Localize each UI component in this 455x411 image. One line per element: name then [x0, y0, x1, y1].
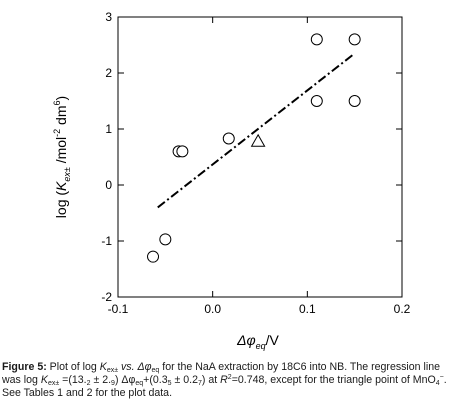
x-tick-label: -0.1: [108, 302, 129, 316]
x-tick-label: 0.0: [204, 302, 221, 316]
regression-line: [157, 52, 356, 209]
circle-point: [348, 33, 361, 46]
y-tick-label: 2: [105, 66, 112, 80]
circle-point: [147, 250, 160, 263]
circle-point: [310, 95, 323, 107]
triangle-point: [250, 133, 266, 147]
circle-point: [348, 95, 361, 107]
circle-point: [159, 233, 172, 246]
y-tick-label: 3: [105, 10, 112, 24]
y-tick-label: 0: [105, 178, 112, 192]
y-tick-label: 1: [105, 122, 112, 136]
scatter-chart: -0.1 0.0 0.1 0.2 -2 -1 0 1 2 3 Δφeq/V log (Kex± /…: [52, 10, 411, 351]
x-axis-label: Δφeq/V: [236, 332, 279, 351]
y-tick-label: -2: [101, 290, 112, 304]
axis-ticks: [117, 16, 403, 298]
y-axis-label: log (Kex± /mol-2 dm6): [52, 96, 72, 218]
y-tick-label: -1: [101, 234, 112, 248]
plot-frame: [117, 16, 403, 298]
data-points: [147, 33, 361, 263]
x-tick-label: 0.1: [299, 302, 316, 316]
x-tick-label: 0.2: [394, 302, 411, 316]
circle-point: [222, 132, 235, 145]
circle-point: [310, 33, 323, 46]
circle-point: [176, 145, 189, 158]
figure-caption: Figure 5: Plot of log Kex± vs. Δφeq for …: [2, 361, 447, 399]
axis-tick-labels: -0.1 0.0 0.1 0.2 -2 -1 0 1 2 3: [101, 10, 410, 316]
figure-label: Figure 5:: [2, 361, 47, 373]
